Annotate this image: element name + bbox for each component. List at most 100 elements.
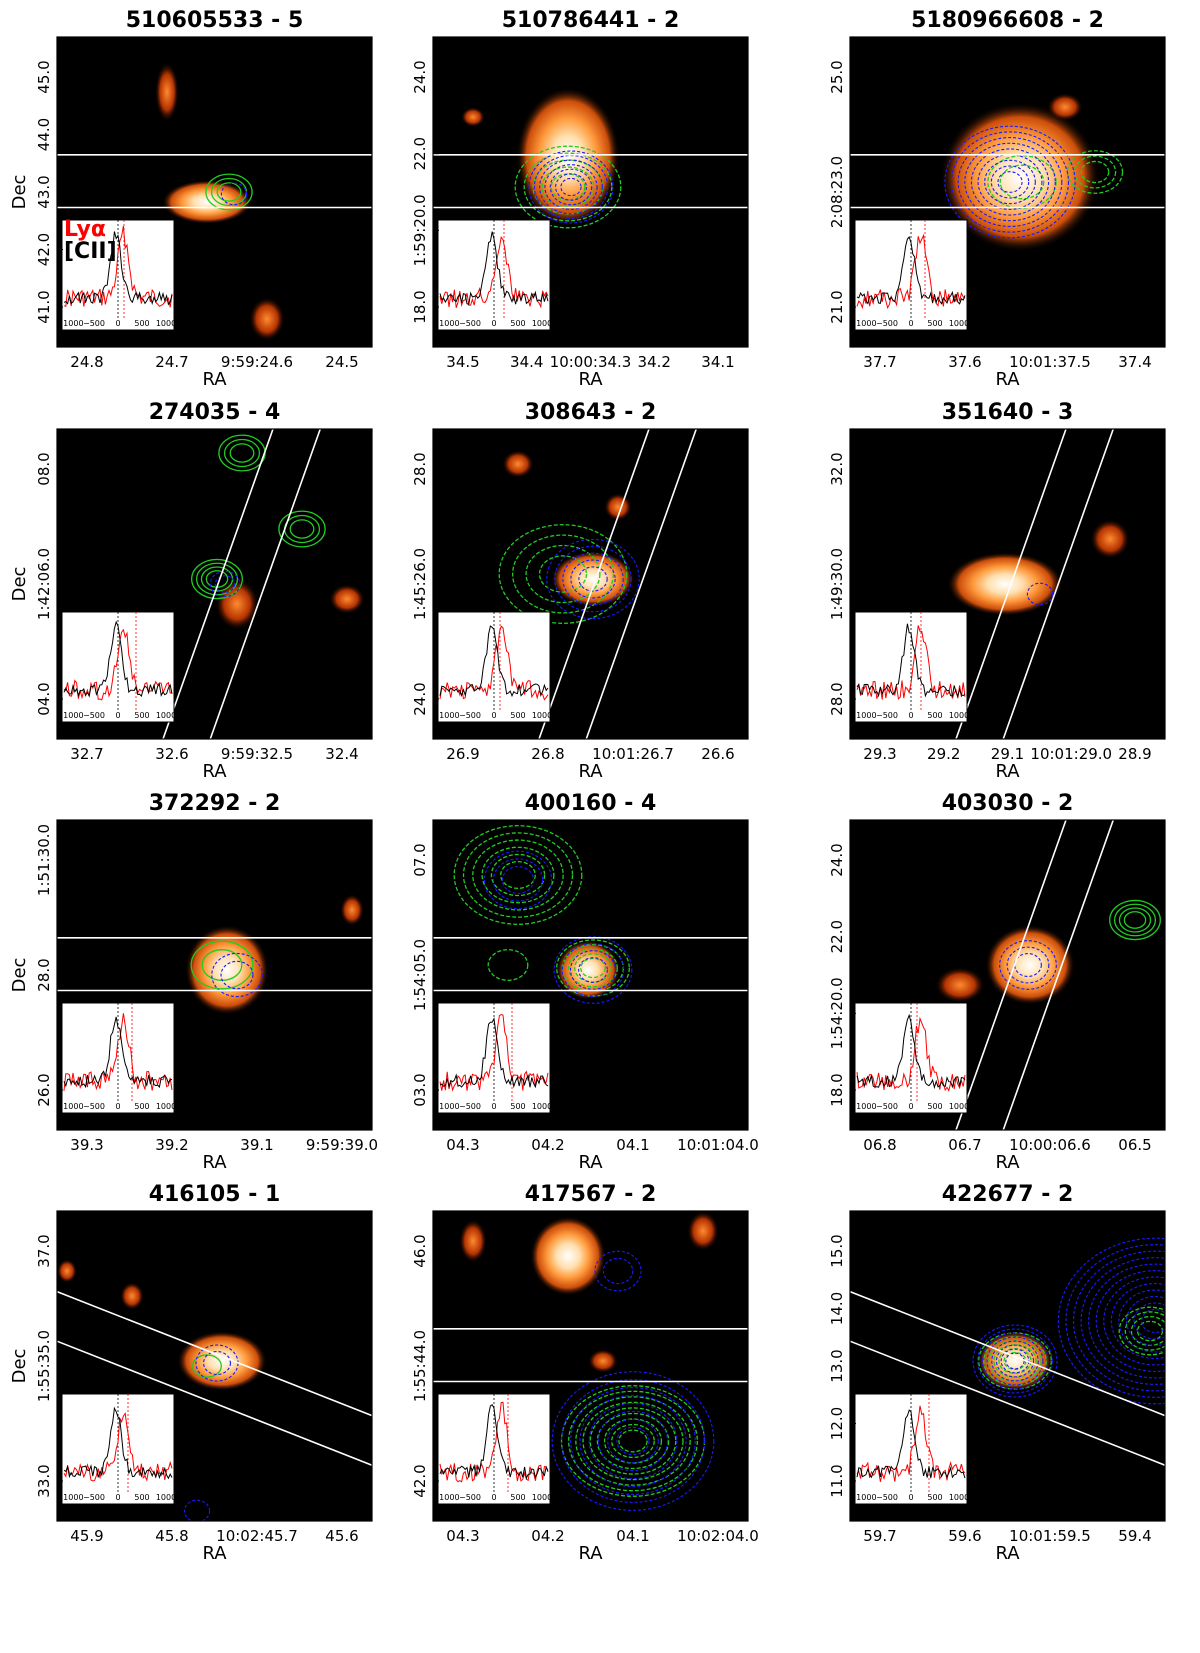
contour-green	[1123, 911, 1147, 929]
inset-tick-label: −500	[876, 1102, 898, 1111]
x-tick-label: 06.8	[863, 1136, 896, 1154]
inset-tick-label: −1000	[56, 1102, 83, 1111]
slit-lines	[57, 1290, 372, 1466]
contour-blue	[214, 575, 236, 593]
panel-title: 372292 - 2	[149, 791, 281, 816]
contour-green	[580, 957, 606, 979]
slit-line	[57, 1290, 372, 1417]
slit-lines	[850, 1290, 1165, 1466]
inset-tick-label: −500	[876, 1493, 898, 1502]
x-axis-label: RA	[578, 1152, 603, 1173]
inset-axis-label: Δv [km/sec]	[470, 331, 518, 340]
inset-frame	[61, 1393, 175, 1505]
inset-tick-label: 0	[491, 711, 496, 720]
contour-blue	[220, 182, 248, 206]
cii-spectrum	[439, 1017, 549, 1089]
cii-spectrum	[63, 1406, 173, 1480]
x-axis-label: RA	[202, 1152, 227, 1173]
y-tick-label: 2:08:23.0	[828, 156, 846, 228]
panel: 422677 - 2 −1000 −500 0 500 1000 Δv [km/sec] 59…	[828, 1182, 1166, 1564]
y-tick-label: 04.0	[35, 682, 53, 715]
y-tick-label: 24.0	[411, 682, 429, 715]
panel: 5180966608 - 2 −1000 −500 0 500 1000 Δv [km/se…	[828, 8, 1166, 390]
inset-axis-label: Δv [km/sec]	[94, 723, 142, 732]
y-tick-label: 1:42:06.0	[35, 548, 53, 620]
contour-green	[556, 939, 630, 997]
x-tick-label: 32.6	[155, 745, 188, 763]
y-tick-label: 1:49:30.0	[828, 548, 846, 620]
panel: 417567 - 2 −1000 −500 0 500 1000 Δv [km/sec] 04…	[411, 1182, 759, 1564]
spectrum-inset: −1000 −500 0 500 1000 Δv [km/sec]	[432, 611, 552, 732]
inset-tick-label: 0	[908, 1102, 913, 1111]
slit-line	[538, 429, 650, 739]
emission-map	[453, 825, 633, 1004]
contour-blue	[986, 1336, 1044, 1386]
y-tick-label: 41.0	[35, 290, 53, 323]
inset-tick-label: −1000	[432, 319, 459, 328]
x-tick-label: 37.7	[863, 353, 896, 371]
contour-blue	[549, 168, 593, 206]
contour-blue	[1095, 1270, 1165, 1372]
emission-blob	[340, 894, 364, 926]
contour-blue	[570, 1387, 696, 1495]
contour-blue	[483, 850, 553, 910]
x-tick-label: 59.7	[863, 1527, 896, 1545]
contour-blue	[501, 866, 535, 894]
contour-blue	[1014, 953, 1042, 977]
contour-green	[278, 510, 326, 548]
emission-blob	[249, 297, 285, 341]
inset-tick-label: 1000	[949, 711, 969, 720]
inset-tick-label: 500	[134, 711, 149, 720]
emission-map	[972, 1237, 1165, 1405]
panel-title: 417567 - 2	[525, 1182, 657, 1207]
contour-green	[195, 562, 239, 596]
contour-green	[191, 558, 243, 600]
x-tick-label: 10:02:04.0	[677, 1527, 759, 1545]
slit-lines	[162, 429, 322, 739]
x-axis-label: RA	[202, 1543, 227, 1564]
contour-blue	[546, 538, 640, 620]
contour-blue	[616, 1426, 650, 1456]
contour-green	[523, 152, 613, 222]
inset-frame	[854, 1002, 968, 1114]
panel: 416105 - 1 −1000 −500 0 500 1000 Δv [km/sec] 45…	[9, 1182, 373, 1564]
slit-lines	[57, 154, 372, 209]
inset-tick-label: 1000	[156, 711, 176, 720]
y-tick-label: 28.0	[411, 452, 429, 485]
x-tick-label: 10:01:37.5	[1009, 353, 1091, 371]
x-axis-label: RA	[202, 761, 227, 782]
inset-tick-label: 500	[510, 1493, 525, 1502]
contour-green	[498, 524, 628, 624]
spectrum-inset: −1000 −500 0 500 1000 Δv [km/sec]	[56, 219, 176, 340]
cii-spectrum	[856, 1013, 966, 1090]
x-tick-label: 29.2	[927, 745, 960, 763]
inset-tick-label: −1000	[56, 319, 83, 328]
emission-blob	[947, 552, 1063, 616]
inset-tick-label: 1000	[156, 319, 176, 328]
cii-spectrum	[439, 231, 549, 305]
contour-green	[481, 846, 555, 904]
y-tick-label: 07.0	[411, 843, 429, 876]
inset-tick-label: −500	[459, 319, 481, 328]
emission-blob	[215, 578, 259, 630]
contour-blue	[999, 940, 1057, 990]
inset-tick-label: −1000	[849, 1493, 876, 1502]
x-tick-label: 04.1	[616, 1136, 649, 1154]
x-tick-label: 10:01:59.5	[1009, 1527, 1091, 1545]
emission-map	[459, 1211, 719, 1511]
emission-blob	[556, 940, 620, 1000]
inset-tick-label: 1000	[156, 1493, 176, 1502]
inset-tick-label: 0	[115, 319, 120, 328]
y-axis-label: Dec	[9, 958, 30, 993]
contour-blue	[539, 159, 603, 215]
slit-line	[57, 1340, 372, 1466]
spectrum-inset: −1000 −500 0 500 1000 Δv [km/sec]	[56, 1393, 176, 1514]
contour-green	[1073, 155, 1117, 189]
inset-tick-label: 500	[134, 1493, 149, 1502]
lya-spectrum	[63, 225, 173, 308]
inset-tick-label: 500	[134, 1102, 149, 1111]
spectrum-inset: −1000 −500 0 500 1000 Δv [km/sec]	[432, 219, 552, 340]
emission-blob	[1090, 519, 1130, 559]
spectrum-inset: −1000 −500 0 500 1000 Δv [km/sec]	[432, 1002, 552, 1123]
emission-blob	[516, 87, 620, 227]
